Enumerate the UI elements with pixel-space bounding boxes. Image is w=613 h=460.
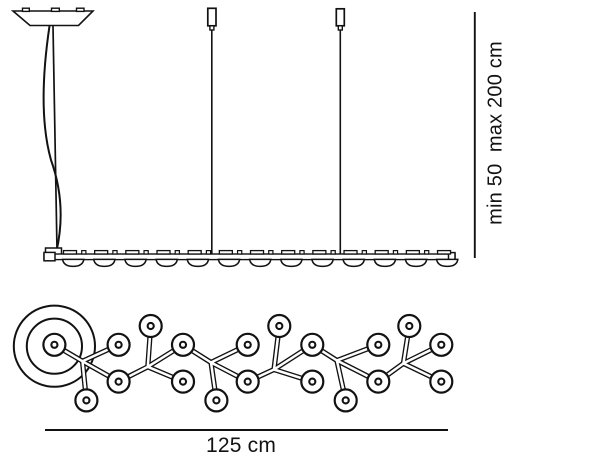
led-lens [217, 258, 241, 268]
bar-tab [187, 249, 202, 255]
led-node-dot [437, 377, 446, 386]
bar-tab [281, 249, 296, 255]
bar-tab [343, 249, 358, 255]
bar-tab [62, 249, 78, 255]
led-node-dot [178, 377, 188, 386]
led-node-dot [374, 377, 383, 386]
led-node-dot [212, 396, 221, 405]
bar-tab-small [81, 250, 87, 255]
led-node-dot [374, 340, 383, 349]
suspension-cables [42, 7, 346, 254]
led-node-dot [146, 321, 155, 331]
led-node-dot [50, 340, 59, 349]
led-lens [342, 258, 366, 268]
led-node-dot [114, 340, 123, 349]
side-view [10, 7, 459, 268]
bar-tab [156, 249, 171, 255]
height-dimension-label: min 50 max 200 cm [484, 41, 507, 225]
canopy-mount-tab [50, 7, 61, 13]
width-dimension-label: 125 cm [205, 434, 277, 457]
power-cord [42, 25, 62, 252]
bar-tab-small [205, 250, 212, 255]
dimension-lines [45, 12, 476, 431]
led-lens [279, 258, 303, 268]
led-lens [61, 258, 85, 268]
bar-tab-small [299, 250, 305, 255]
bar-tab [374, 249, 389, 255]
led-lens [155, 258, 179, 268]
fitting-neck [209, 25, 215, 31]
bar-tab-small [143, 250, 149, 255]
ceiling-fitting [335, 7, 346, 27]
bar-tab-small [236, 250, 243, 255]
bar-tab [218, 249, 234, 255]
led-lens [186, 258, 210, 268]
led-lens [248, 258, 272, 268]
led-node-dot [178, 340, 188, 349]
bar-tab-small [112, 250, 118, 255]
canopy-body [10, 10, 95, 27]
led-lens-bumps [61, 258, 459, 268]
led-lens [373, 258, 397, 268]
led-lens [124, 258, 148, 268]
led-nodes [42, 313, 454, 413]
canopy-mount-tab [21, 7, 31, 13]
bar-tab [405, 249, 421, 255]
plan-view [12, 304, 454, 413]
led-node-dot [308, 377, 317, 386]
bar-tab [125, 249, 140, 255]
bar-tab [249, 249, 265, 255]
led-lens [435, 258, 459, 268]
led-lens [404, 258, 428, 268]
led-lens [311, 258, 335, 268]
canopy-outer-circle [12, 304, 96, 388]
bar-tab-small [330, 250, 336, 255]
bar-top-tabs [62, 249, 452, 255]
led-node-dot [437, 340, 446, 349]
bar-tab-small [174, 250, 181, 255]
canopy-circles [12, 304, 96, 388]
bar-tab [94, 249, 109, 255]
bar-tab-small [423, 250, 430, 255]
canopy-mount-tab [75, 7, 85, 13]
bar-tab [312, 249, 327, 255]
bar-tab-small [268, 250, 274, 255]
bar-left-cap [43, 251, 56, 262]
steel-cable [52, 25, 58, 251]
bar-tab-small [392, 250, 399, 255]
bar-tab [436, 249, 452, 255]
led-node-dot [243, 377, 252, 386]
led-node-dot [275, 321, 284, 331]
led-node-dot [405, 321, 414, 331]
ceiling-fitting [206, 7, 217, 27]
ceiling-canopy [10, 7, 95, 27]
led-node-dot [114, 377, 123, 386]
canopy-inner-circle [25, 317, 84, 375]
led-node-dot [308, 340, 317, 349]
fitting-neck [337, 25, 343, 31]
bar-tab-small [361, 250, 368, 255]
led-node-dot [82, 396, 91, 405]
led-node-dot [243, 340, 252, 349]
led-lens [92, 258, 116, 268]
led-node-dot [341, 396, 350, 405]
